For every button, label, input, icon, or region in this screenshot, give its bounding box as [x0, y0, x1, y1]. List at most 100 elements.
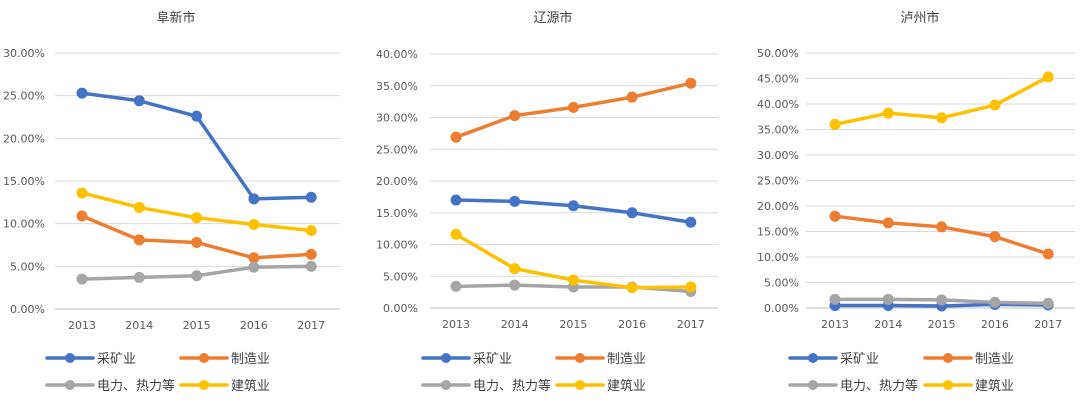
x-tick-label: 2017 — [1034, 318, 1062, 331]
legend-swatch-marker — [943, 380, 953, 390]
legend-swatch-marker — [808, 380, 818, 390]
data-point — [450, 131, 462, 143]
x-tick-label: 2017 — [297, 319, 325, 332]
data-point — [829, 210, 841, 222]
data-point — [450, 228, 462, 240]
series-line — [80, 91, 313, 201]
x-tick-label: 2014 — [125, 319, 153, 332]
y-tick-label: 20.00% — [376, 175, 418, 188]
data-point — [450, 280, 462, 292]
data-point — [305, 248, 317, 260]
y-tick-label: 20.00% — [757, 200, 799, 213]
legend-swatch-marker — [441, 353, 451, 363]
data-point — [248, 261, 260, 273]
data-point — [882, 217, 894, 229]
y-tick-label: 0.00% — [10, 303, 45, 316]
x-tick-label: 2015 — [928, 318, 956, 331]
data-point — [509, 263, 521, 275]
y-tick-label: 10.00% — [376, 239, 418, 252]
y-tick-label: 30.00% — [376, 112, 418, 125]
data-point — [133, 201, 145, 213]
data-point — [76, 187, 88, 199]
y-tick-label: 25.00% — [3, 90, 45, 103]
data-point — [305, 191, 317, 203]
data-point — [882, 107, 894, 119]
legend-label: 制造业 — [231, 352, 270, 367]
legend-swatch-marker — [199, 380, 209, 390]
y-tick-label: 25.00% — [376, 143, 418, 156]
y-tick-label: 5.00% — [383, 270, 418, 283]
data-point — [567, 101, 579, 113]
data-point — [450, 194, 462, 206]
data-point — [936, 294, 948, 306]
x-tick-label: 2016 — [240, 319, 268, 332]
data-point — [685, 77, 697, 89]
data-point — [76, 87, 88, 99]
legend-swatch-marker — [575, 380, 585, 390]
y-tick-label: 10.00% — [757, 251, 799, 264]
data-point — [685, 216, 697, 228]
legend-label: 制造业 — [975, 352, 1014, 367]
data-point — [882, 293, 894, 305]
y-tick-label: 40.00% — [757, 98, 799, 111]
data-point — [509, 279, 521, 291]
data-point — [567, 274, 579, 286]
data-point — [626, 282, 638, 294]
data-point — [1042, 297, 1054, 309]
data-point — [76, 210, 88, 222]
chart-title: 阜新市 — [156, 10, 195, 26]
data-point — [133, 95, 145, 107]
legend-swatch-marker — [808, 353, 818, 363]
chart-panel-3: 泸州市 0.00% 5.00% 10.00% 15.00% 20.00% 25.00% 30.… — [757, 10, 1075, 394]
legend-swatch-marker — [65, 353, 75, 363]
legend-label: 建筑业 — [975, 378, 1014, 394]
x-tick-label: 2016 — [618, 318, 646, 331]
x-tick-label: 2014 — [501, 318, 529, 331]
data-point — [567, 200, 579, 212]
legend-label: 制造业 — [607, 352, 646, 367]
data-point — [989, 296, 1001, 308]
data-point — [989, 99, 1001, 111]
legend-label: 电力、热力等 — [840, 378, 918, 394]
data-point — [936, 221, 948, 233]
data-point — [248, 219, 260, 231]
y-tick-label: 5.00% — [764, 277, 799, 290]
legend-label: 采矿业 — [840, 352, 879, 367]
data-point — [829, 118, 841, 130]
y-tick-label: 20.00% — [3, 132, 45, 145]
x-tick-label: 2016 — [981, 318, 1009, 331]
data-point — [509, 110, 521, 122]
data-point — [1042, 71, 1054, 83]
chart-panel-1: 阜新市 0.00% 5.00% 10.00% 15.00% 20.00% 25.00% 30.… — [3, 10, 340, 394]
legend-swatch-marker — [575, 353, 585, 363]
y-tick-label: 50.00% — [757, 47, 799, 60]
legend-swatch-marker — [943, 353, 953, 363]
data-point — [305, 224, 317, 236]
y-tick-label: 30.00% — [3, 47, 45, 60]
data-point — [305, 260, 317, 272]
data-point — [936, 112, 948, 124]
legend-label: 采矿业 — [97, 352, 136, 367]
data-point — [685, 281, 697, 293]
data-point — [1042, 248, 1054, 260]
x-tick-label: 2013 — [68, 319, 96, 332]
data-point — [133, 234, 145, 246]
data-point — [626, 91, 638, 103]
data-point — [191, 212, 203, 224]
y-tick-label: 40.00% — [376, 48, 418, 61]
data-point — [626, 207, 638, 219]
legend-label: 采矿业 — [473, 352, 512, 367]
x-tick-label: 2013 — [821, 318, 849, 331]
legend-swatch-marker — [199, 353, 209, 363]
y-tick-label: 25.00% — [757, 175, 799, 188]
data-point — [191, 236, 203, 248]
data-point — [248, 252, 260, 264]
chart-panel-2: 辽源市 0.00% 5.00% 10.00% 15.00% 20.00% 25.00% 30.… — [376, 10, 718, 394]
legend-label: 建筑业 — [607, 378, 646, 394]
y-tick-label: 0.00% — [383, 302, 418, 315]
chart-title: 辽源市 — [533, 10, 572, 26]
y-tick-label: 15.00% — [757, 226, 799, 239]
